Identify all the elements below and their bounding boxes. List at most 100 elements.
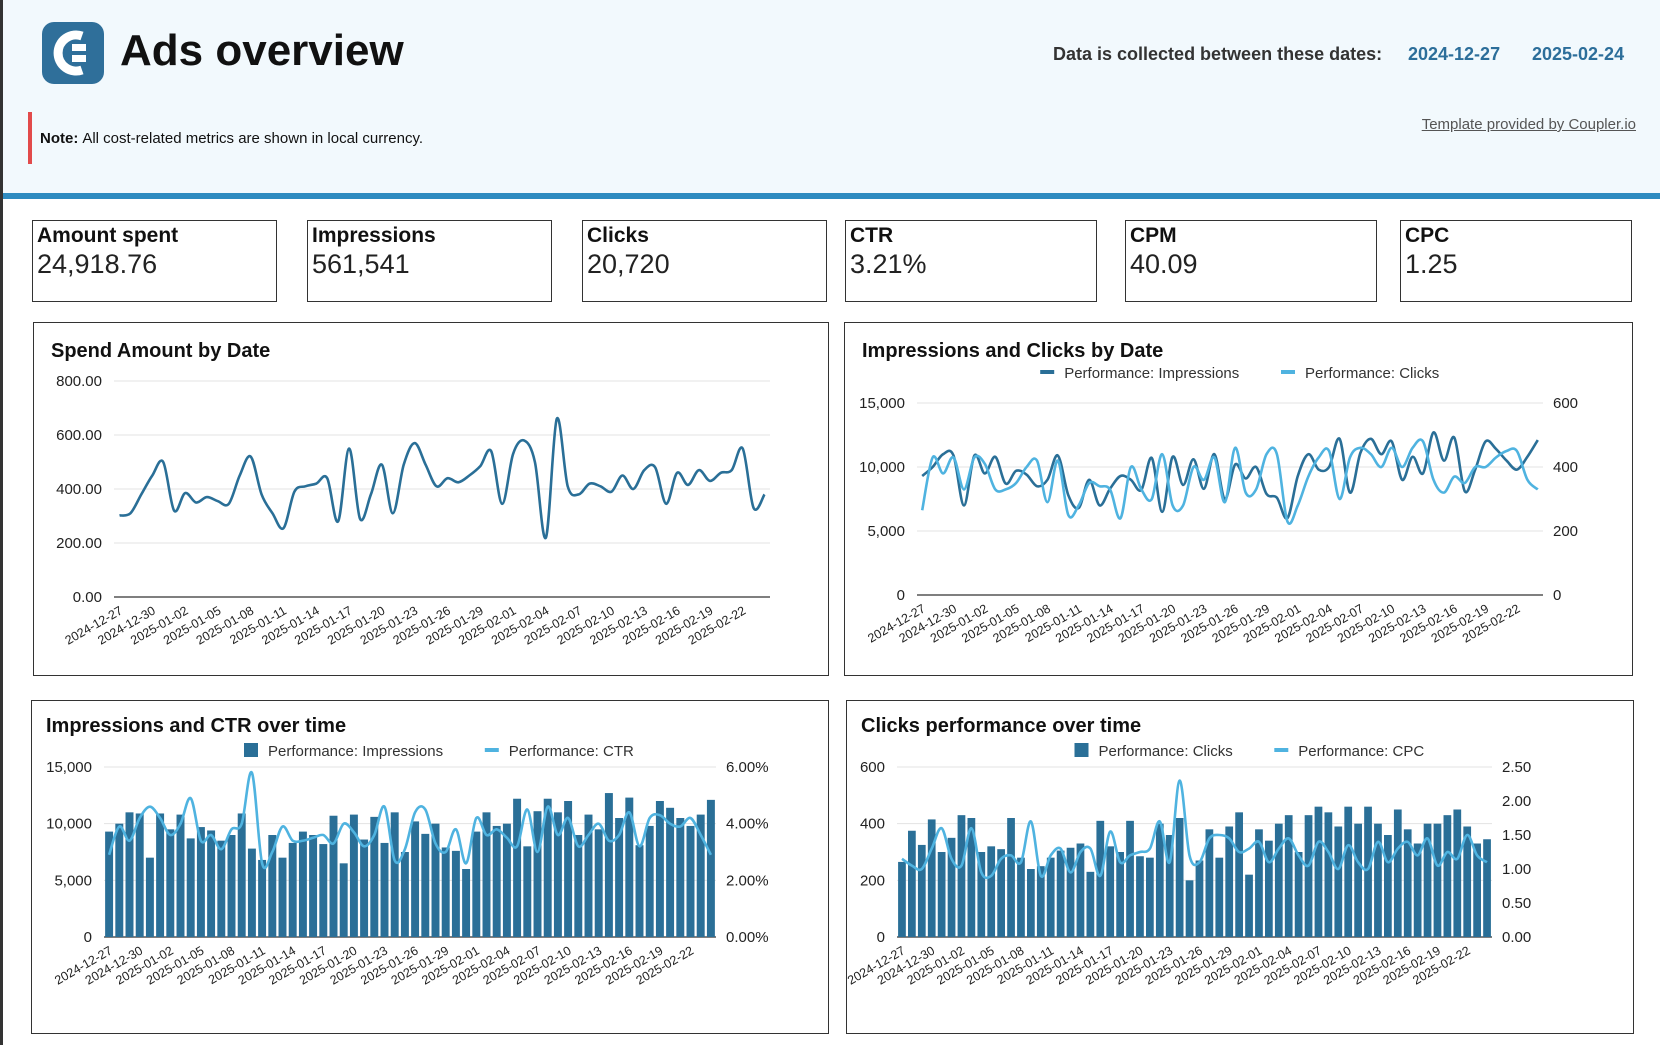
kpi-value: 20,720 xyxy=(587,249,670,279)
bar xyxy=(502,823,511,937)
legend-swatch xyxy=(1074,743,1089,757)
bar xyxy=(217,840,226,937)
y-tick-label: 400 xyxy=(860,816,885,833)
y-right-tick-label: 400 xyxy=(1553,459,1578,476)
bar xyxy=(1185,880,1194,937)
legend-label: Performance: Clicks xyxy=(1305,365,1439,382)
bar xyxy=(186,838,195,937)
bar xyxy=(1165,835,1174,937)
note-bold-label: Note: xyxy=(40,129,79,147)
kpi-label: CTR xyxy=(850,224,894,247)
bar xyxy=(977,852,986,937)
bar xyxy=(339,863,348,937)
impressions-clicks-chart-panel: Impressions and Clicks by Date Performanc… xyxy=(844,322,1633,676)
bar xyxy=(686,825,695,937)
bar xyxy=(706,799,715,937)
bar xyxy=(615,818,624,937)
bar xyxy=(917,844,926,937)
bar xyxy=(360,839,369,937)
legend-swatch xyxy=(1274,748,1289,752)
clicks-cpc-chart: Clicks performance over time Performance:… xyxy=(847,715,1531,988)
clicks-cpc-chart-panel: Clicks performance over time Performance:… xyxy=(846,700,1634,1034)
kpi-label: Clicks xyxy=(587,224,649,247)
bar xyxy=(1027,869,1035,937)
bar xyxy=(1463,826,1472,937)
bar xyxy=(482,812,491,937)
y-right-tick-label: 0.00 xyxy=(1502,929,1531,946)
bar xyxy=(1284,815,1293,937)
y-tick-label: 5,000 xyxy=(867,523,905,540)
bar xyxy=(553,812,562,937)
bar xyxy=(574,835,583,937)
y-tick-label: 15,000 xyxy=(859,395,905,412)
header-banner xyxy=(3,0,1660,193)
bar xyxy=(462,869,471,937)
bar xyxy=(696,814,705,937)
date-end-value[interactable]: 2025-02-24 xyxy=(1532,44,1625,64)
template-link[interactable]: Template provided by Coupler.io xyxy=(1421,116,1636,133)
kpi-amount-spent: Amount spent 24,918.76 xyxy=(32,220,277,302)
bar xyxy=(947,837,956,937)
bar xyxy=(1225,826,1234,937)
kpi-clicks: Clicks 20,720 xyxy=(582,220,827,302)
kpi-value: 1.25 xyxy=(1405,249,1458,279)
bar xyxy=(1017,857,1025,937)
currency-note: Note: All cost-related metrics are shown… xyxy=(28,112,423,164)
series-line xyxy=(920,438,1539,525)
series-line xyxy=(107,771,713,870)
bar xyxy=(135,813,144,937)
date-range-label: Data is collected between these dates: xyxy=(1053,44,1383,64)
bar xyxy=(309,835,318,937)
bar xyxy=(1314,806,1323,937)
legend-item: Performance: CPC xyxy=(1274,743,1424,760)
bar xyxy=(1393,809,1402,937)
bar xyxy=(105,831,114,937)
bar xyxy=(513,798,522,937)
y-right-tick-label: 200 xyxy=(1553,523,1578,540)
y-tick-label: 5,000 xyxy=(54,872,92,889)
kpi-cpc: CPC 1.25 xyxy=(1400,220,1632,302)
bar xyxy=(1155,823,1164,937)
bar xyxy=(676,818,685,937)
bar xyxy=(1175,818,1184,937)
chart-title: Spend Amount by Date xyxy=(51,340,270,362)
bar xyxy=(329,815,338,937)
bar xyxy=(400,852,409,937)
bar xyxy=(431,823,440,937)
chart-title: Clicks performance over time xyxy=(861,715,1141,737)
bar xyxy=(370,816,379,937)
bar xyxy=(987,846,996,937)
y-tick-label: 600 xyxy=(860,759,885,776)
kpi-value: 561,541 xyxy=(312,249,410,279)
page-title: Ads overview xyxy=(120,26,404,75)
y-right-tick-label: 2.00 xyxy=(1502,793,1531,810)
date-start-value[interactable]: 2024-12-27 xyxy=(1408,44,1501,64)
bar xyxy=(258,859,267,937)
bar xyxy=(1195,860,1204,937)
bar xyxy=(288,842,297,937)
bar xyxy=(1076,843,1085,937)
bar xyxy=(898,861,906,937)
bar xyxy=(227,835,236,937)
bar xyxy=(1344,806,1353,937)
y-tick-label: 200 xyxy=(860,872,885,889)
bar xyxy=(1007,818,1015,937)
legend-label: Performance: CTR xyxy=(509,743,634,760)
legend-item: Performance: Impressions xyxy=(1040,365,1239,382)
kpi-ctr: CTR 3.21% xyxy=(845,220,1097,302)
bar xyxy=(1245,874,1253,937)
bar xyxy=(1413,843,1422,937)
bar xyxy=(156,813,165,937)
bar xyxy=(1066,847,1075,937)
bar xyxy=(237,813,246,937)
bar xyxy=(1126,820,1134,937)
bar xyxy=(1364,806,1372,937)
bar xyxy=(145,857,154,937)
y-tick-label: 0 xyxy=(897,587,905,604)
bar xyxy=(1354,823,1362,937)
bar xyxy=(997,849,1005,937)
bar xyxy=(115,823,124,937)
bar xyxy=(1403,829,1412,937)
bar xyxy=(564,801,573,937)
